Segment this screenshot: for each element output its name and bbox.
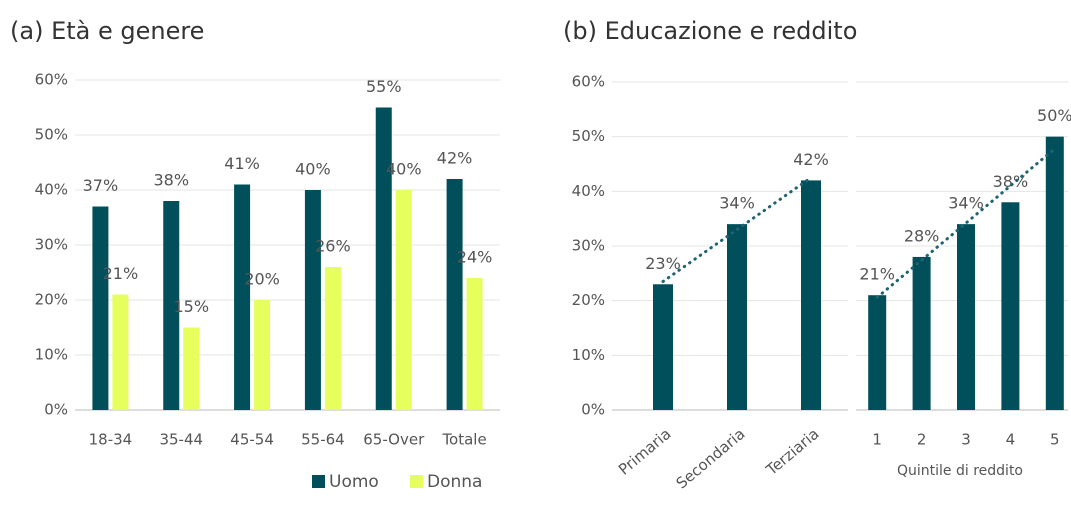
- x-tick-label: 4: [1006, 431, 1016, 449]
- bar: [653, 284, 673, 410]
- y-tick-label: 50%: [572, 127, 605, 145]
- value-label: 21%: [103, 264, 139, 283]
- y-tick-label: 0%: [581, 401, 605, 419]
- bar: [446, 179, 463, 410]
- y-tick-label: 0%: [44, 401, 68, 419]
- x-tick-label: 18-34: [89, 431, 133, 449]
- chart-title: (b) Educazione e reddito: [563, 17, 857, 45]
- bar: [912, 256, 931, 410]
- value-label: 21%: [859, 265, 895, 284]
- trendline: [661, 176, 813, 284]
- value-label: 28%: [904, 226, 940, 245]
- y-tick-label: 10%: [35, 346, 68, 364]
- x-tick-label: 55-64: [301, 431, 345, 449]
- x-tick-label: 65-Over: [363, 431, 425, 449]
- bar: [234, 184, 251, 410]
- value-label: 23%: [645, 254, 681, 273]
- bar: [868, 295, 887, 410]
- value-label: 40%: [295, 160, 331, 179]
- value-label: 41%: [224, 154, 260, 173]
- bar: [183, 327, 200, 410]
- y-tick-label: 60%: [572, 73, 605, 91]
- value-label: 37%: [83, 176, 119, 195]
- y-tick-label: 40%: [35, 181, 68, 199]
- legend-swatch: [410, 475, 423, 488]
- bar: [324, 267, 341, 410]
- bar: [304, 190, 321, 410]
- bar: [395, 190, 412, 410]
- y-tick-label: 20%: [35, 291, 68, 309]
- y-tick-label: 30%: [35, 236, 68, 254]
- value-label: 55%: [366, 77, 402, 96]
- bar: [957, 224, 975, 410]
- x-tick-label: 3: [961, 431, 971, 449]
- value-label: 42%: [793, 150, 829, 169]
- y-tick-label: 10%: [572, 346, 605, 364]
- value-label: 34%: [948, 194, 984, 213]
- legend-label: Donna: [427, 472, 482, 492]
- value-label: 50%: [1037, 106, 1071, 125]
- x-tick-label: 45-54: [230, 431, 274, 449]
- bar: [163, 201, 180, 410]
- bar: [254, 300, 271, 410]
- bar: [727, 224, 747, 410]
- x-axis-label: Quintile di reddito: [897, 463, 1023, 479]
- x-tick-label: Terziaria: [762, 425, 822, 480]
- x-tick-label: Secondaria: [673, 425, 749, 493]
- bar: [801, 180, 821, 410]
- y-tick-label: 30%: [572, 237, 605, 255]
- x-tick-label: 1: [872, 431, 882, 449]
- x-tick-label: 2: [917, 431, 927, 449]
- x-tick-label: 35-44: [159, 431, 203, 449]
- x-tick-label: Totale: [441, 431, 486, 449]
- value-label: 15%: [173, 297, 209, 316]
- value-label: 40%: [386, 160, 422, 179]
- bar: [1045, 136, 1064, 410]
- y-tick-label: 40%: [572, 182, 605, 200]
- x-tick-label: 5: [1050, 431, 1060, 449]
- chart-title: (a) Età e genere: [10, 17, 204, 45]
- value-label: 38%: [993, 172, 1029, 191]
- value-label: 34%: [719, 194, 755, 213]
- value-label: 38%: [153, 171, 189, 190]
- trendline: [875, 147, 1057, 299]
- legend-swatch: [312, 475, 325, 488]
- value-label: 24%: [457, 248, 493, 267]
- bar: [92, 206, 109, 410]
- bar: [466, 278, 483, 410]
- y-tick-label: 20%: [572, 291, 605, 309]
- legend-label: Uomo: [329, 472, 379, 492]
- y-tick-label: 60%: [35, 71, 68, 89]
- bar: [1001, 202, 1020, 410]
- value-label: 26%: [315, 237, 351, 256]
- y-tick-label: 50%: [35, 126, 68, 144]
- value-label: 20%: [244, 270, 280, 289]
- value-label: 42%: [437, 149, 473, 168]
- bar: [375, 107, 392, 410]
- x-tick-label: Primaria: [615, 425, 674, 479]
- bar: [112, 294, 129, 410]
